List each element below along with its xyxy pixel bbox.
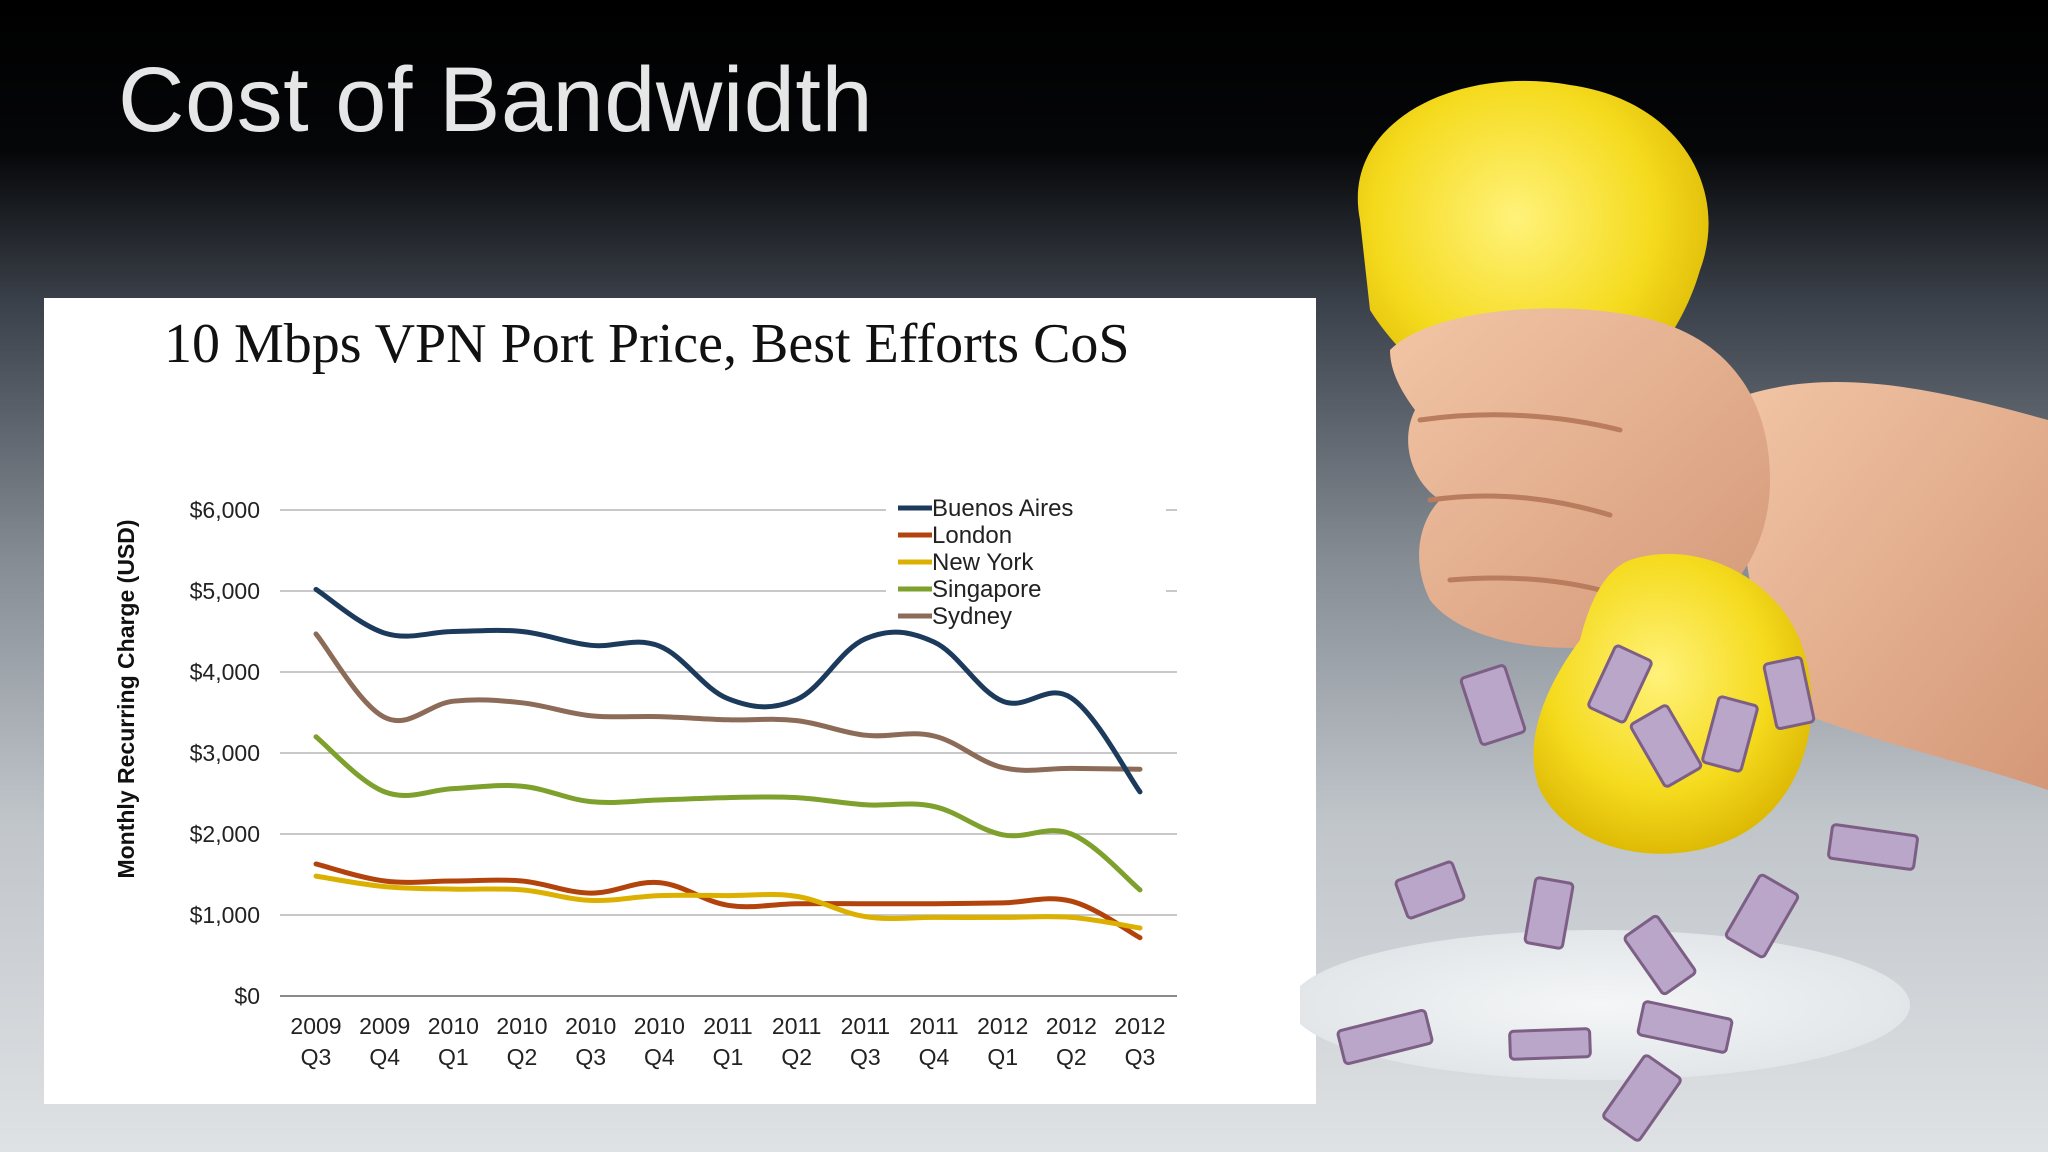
x-tick-quarter: Q1 xyxy=(438,1044,469,1070)
banknotes xyxy=(1336,644,1919,1142)
legend-label-buenos-aires: Buenos Aires xyxy=(932,495,1073,522)
x-tick-quarter: Q2 xyxy=(1056,1044,1087,1070)
series-line-singapore xyxy=(313,734,1143,893)
series-line-buenos-aires xyxy=(313,586,1143,795)
water-puddle xyxy=(1300,930,1910,1080)
y-tick-labels: $0 $1,000 $2,000 $3,000 $4,000 $5,000 $6,000 xyxy=(190,497,260,1009)
x-tick-year: 2010 xyxy=(428,1013,479,1039)
chart-panel: 10 Mbps VPN Port Price, Best Efforts CoS… xyxy=(44,298,1316,1104)
y-tick-label: $5,000 xyxy=(190,578,260,604)
x-tick-quarter: Q3 xyxy=(1125,1044,1156,1070)
x-tick-quarter: Q3 xyxy=(850,1044,881,1070)
slide-title: Cost of Bandwidth xyxy=(118,49,874,151)
x-tick-quarter: Q2 xyxy=(507,1044,538,1070)
grid-lines xyxy=(280,509,1177,997)
y-tick-label: $6,000 xyxy=(190,497,260,523)
legend-background xyxy=(886,486,1166,626)
x-tick-quarter: Q3 xyxy=(301,1044,332,1070)
x-tick-quarter: Q3 xyxy=(575,1044,606,1070)
y-tick-label: $1,000 xyxy=(190,902,260,928)
x-tick-labels: 2009 Q3 2009 Q4 2010 Q1 2010 Q2 2010 Q3 2010 Q4 2011… xyxy=(290,1013,1165,1070)
series-line-sydney xyxy=(313,631,1143,773)
x-tick-quarter: Q1 xyxy=(713,1044,744,1070)
x-tick-year: 2012 xyxy=(1046,1013,1097,1039)
legend-label-london: London xyxy=(932,522,1012,549)
x-tick-year: 2010 xyxy=(634,1013,685,1039)
x-tick-year: 2010 xyxy=(496,1013,547,1039)
sponge-bottom xyxy=(1533,553,1812,854)
series-line-new-york xyxy=(313,873,1143,931)
x-tick-year: 2012 xyxy=(1114,1013,1165,1039)
x-tick-quarter: Q4 xyxy=(919,1044,950,1070)
y-tick-label: $4,000 xyxy=(190,659,260,685)
x-tick-quarter: Q4 xyxy=(369,1044,400,1070)
hand-sponge-money-icon xyxy=(1300,80,2048,1142)
x-tick-year: 2009 xyxy=(290,1013,341,1039)
y-tick-label: $2,000 xyxy=(190,821,260,847)
finger-lines xyxy=(1417,412,1623,593)
y-axis-label: Monthly Recurring Charge (USD) xyxy=(113,519,139,878)
legend-label-new-york: New York xyxy=(932,549,1034,576)
x-tick-year: 2011 xyxy=(703,1013,752,1039)
series-lines xyxy=(313,586,1143,941)
x-tick-year: 2012 xyxy=(977,1013,1028,1039)
legend-label-singapore: Singapore xyxy=(932,576,1041,603)
x-tick-quarter: Q1 xyxy=(987,1044,1018,1070)
x-tick-quarter: Q2 xyxy=(781,1044,812,1070)
y-tick-label: $0 xyxy=(234,983,260,1009)
chart-title: 10 Mbps VPN Port Price, Best Efforts CoS xyxy=(164,313,1130,375)
y-tick-label: $3,000 xyxy=(190,740,260,766)
x-tick-year: 2011 xyxy=(841,1013,890,1039)
x-tick-year: 2011 xyxy=(909,1013,958,1039)
series-line-london xyxy=(313,861,1143,941)
legend-label-sydney: Sydney xyxy=(932,603,1012,630)
line-chart: 10 Mbps VPN Port Price, Best Efforts CoS… xyxy=(113,313,1177,1070)
x-tick-year: 2011 xyxy=(772,1013,821,1039)
x-tick-quarter: Q4 xyxy=(644,1044,675,1070)
x-tick-year: 2009 xyxy=(359,1013,410,1039)
x-tick-year: 2010 xyxy=(565,1013,616,1039)
